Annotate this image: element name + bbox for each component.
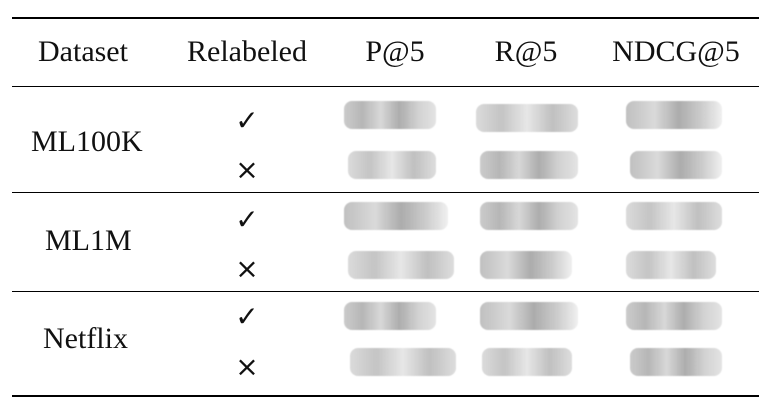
bottom-rule <box>12 395 759 397</box>
relabeled-yes-mark: ✓ <box>235 300 259 333</box>
redacted-value <box>626 251 716 279</box>
redacted-value <box>348 251 454 279</box>
redacted-value <box>630 151 722 179</box>
dataset-ml100k: ML100K <box>31 125 143 158</box>
relabeled-no-mark: × <box>235 153 259 186</box>
top-rule <box>12 17 759 19</box>
header-rule <box>12 86 759 87</box>
relabeled-yes-mark: ✓ <box>235 104 259 137</box>
redacted-value <box>480 202 578 230</box>
header-ndcg-at-5: NDCG@5 <box>612 35 740 68</box>
relabeled-no-mark: × <box>235 252 259 285</box>
redacted-value <box>344 202 448 230</box>
redacted-value <box>344 302 436 330</box>
redacted-value <box>350 348 456 376</box>
redacted-value <box>344 101 436 129</box>
redacted-value <box>626 202 722 230</box>
redacted-value <box>480 251 572 279</box>
redacted-value <box>626 101 722 129</box>
group-rule <box>12 192 759 193</box>
relabeled-yes-mark: ✓ <box>235 203 259 236</box>
header-r-at-5: R@5 <box>494 35 558 68</box>
header-p-at-5: P@5 <box>365 35 425 68</box>
group-rule <box>12 291 759 292</box>
redacted-value <box>480 302 578 330</box>
relabeled-no-mark: × <box>235 350 259 383</box>
header-dataset: Dataset <box>38 35 128 68</box>
redacted-value <box>630 348 722 376</box>
redacted-value <box>348 151 436 179</box>
redacted-value <box>480 151 578 179</box>
redacted-value <box>482 348 572 376</box>
dataset-netflix: Netflix <box>43 322 128 355</box>
redacted-value <box>626 302 722 330</box>
dataset-ml1m: ML1M <box>45 224 132 257</box>
header-relabeled: Relabeled <box>187 35 307 68</box>
redacted-value <box>476 104 578 132</box>
